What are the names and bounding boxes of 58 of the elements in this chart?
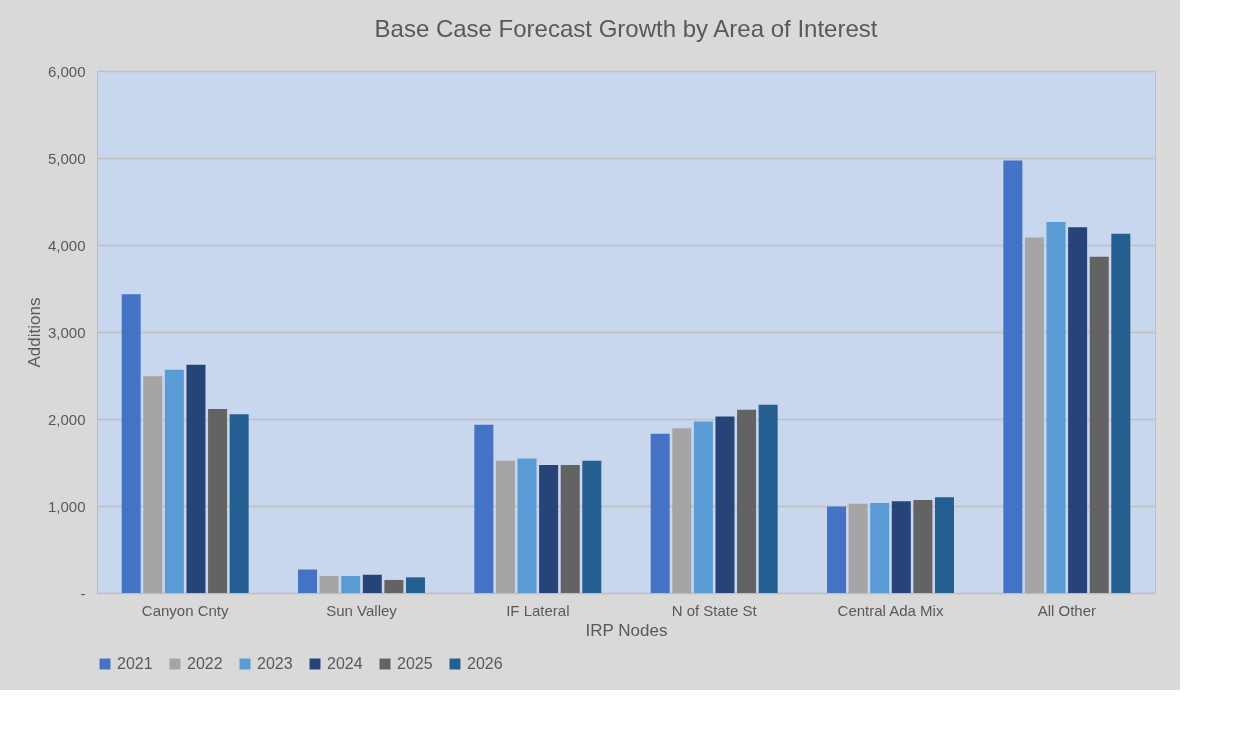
x-axis-title: IRP Nodes	[585, 620, 668, 640]
bar	[229, 414, 249, 593]
bar	[582, 460, 602, 593]
y-tick-label: 1,000	[47, 497, 86, 515]
bar	[186, 364, 206, 593]
bar	[560, 465, 580, 593]
bar	[341, 576, 361, 593]
bar	[1111, 233, 1131, 593]
legend-label: 2024	[327, 655, 363, 672]
bar	[164, 369, 184, 593]
bar	[913, 499, 933, 593]
bar	[715, 416, 735, 593]
bar	[650, 433, 670, 593]
chart-title: Base Case Forecast Growth by Area of Interest	[374, 15, 878, 42]
bar	[1003, 160, 1023, 593]
bar	[384, 579, 404, 593]
bar	[362, 574, 382, 593]
bar	[474, 424, 494, 593]
bar	[827, 506, 847, 593]
legend-label: 2026	[467, 655, 503, 672]
y-tick-label: 3,000	[47, 323, 86, 341]
x-tick-label: IF Lateral	[506, 601, 570, 619]
x-tick-label: N of State St	[671, 601, 758, 619]
bar	[1068, 227, 1088, 593]
bar	[143, 376, 163, 593]
bar	[891, 501, 911, 593]
bar	[870, 502, 890, 593]
bar	[1046, 221, 1066, 593]
bar	[672, 428, 692, 593]
bar	[319, 576, 339, 593]
bar	[121, 294, 141, 593]
y-tick-label: 6,000	[47, 62, 86, 80]
y-tick-label: -	[80, 584, 86, 602]
bar	[298, 569, 318, 593]
legend-label: 2021	[117, 655, 153, 672]
bar	[1089, 256, 1109, 593]
legend-label: 2025	[397, 655, 433, 672]
x-tick-label: Canyon Cnty	[141, 601, 230, 619]
y-axis-title: Additions	[24, 297, 44, 368]
y-tick-label: 5,000	[47, 149, 86, 167]
x-tick-label: All Other	[1037, 601, 1097, 619]
bar	[758, 404, 778, 593]
bar	[517, 458, 537, 593]
bar	[693, 421, 713, 593]
bar	[934, 497, 954, 593]
legend-label: 2023	[257, 655, 293, 672]
bar	[539, 465, 559, 593]
bar	[208, 409, 228, 593]
y-tick-label: 4,000	[47, 236, 86, 254]
bar	[848, 503, 868, 593]
legend-label: 2022	[187, 655, 223, 672]
x-tick-label: Sun Valley	[326, 601, 398, 619]
bar	[1024, 237, 1044, 593]
y-tick-label: 2,000	[47, 410, 86, 428]
bar	[405, 577, 425, 593]
bar	[737, 409, 757, 593]
x-tick-label: Central Ada Mix	[837, 601, 944, 619]
bar	[495, 460, 515, 593]
